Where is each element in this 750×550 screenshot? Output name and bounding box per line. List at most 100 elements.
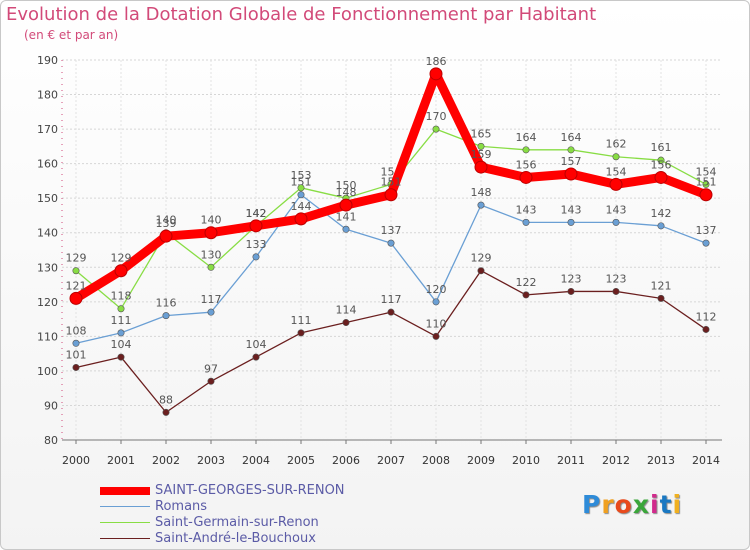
data-point <box>342 319 350 327</box>
data-label: 133 <box>246 238 267 251</box>
data-point <box>432 125 440 133</box>
x-tick-label: 2003 <box>197 454 225 467</box>
x-tick-label: 2014 <box>692 454 720 467</box>
data-label: 123 <box>606 272 627 285</box>
data-label: 137 <box>381 224 402 237</box>
y-tick-label: 130 <box>37 261 58 274</box>
data-point <box>567 218 575 226</box>
data-label: 122 <box>516 276 537 289</box>
data-label: 101 <box>66 348 87 361</box>
data-point <box>522 218 530 226</box>
data-label: 159 <box>471 148 492 161</box>
data-label: 142 <box>246 207 267 220</box>
data-point <box>702 239 710 247</box>
data-point <box>702 325 710 333</box>
data-point <box>249 219 263 233</box>
data-point <box>657 222 665 230</box>
data-label: 108 <box>66 324 87 337</box>
data-point <box>477 142 485 150</box>
data-point <box>69 291 83 305</box>
x-tick-label: 2001 <box>107 454 135 467</box>
data-point <box>72 339 80 347</box>
data-label: 130 <box>201 248 222 261</box>
y-tick-label: 140 <box>37 227 58 240</box>
data-point <box>342 225 350 233</box>
data-label: 97 <box>204 362 218 375</box>
data-label: 111 <box>291 314 312 327</box>
x-tick-label: 2007 <box>377 454 405 467</box>
data-label: 114 <box>336 304 357 317</box>
legend-swatch-romans <box>100 506 150 507</box>
data-point <box>477 267 485 275</box>
y-tick-label: 100 <box>37 365 58 378</box>
data-label: 141 <box>336 210 357 223</box>
logo-letter: i <box>650 490 660 519</box>
x-tick-label: 2011 <box>557 454 585 467</box>
x-tick-label: 2000 <box>62 454 90 467</box>
logo-letter: x <box>632 490 650 519</box>
data-point <box>117 353 125 361</box>
y-tick-label: 120 <box>37 296 58 309</box>
legend-label-saint-germain: Saint-Germain-sur-Renon <box>155 515 319 530</box>
data-point <box>657 294 665 302</box>
data-label: 117 <box>201 293 222 306</box>
data-point <box>432 332 440 340</box>
legend-label-saint-georges: SAINT-GEORGES-SUR-RENON <box>155 483 345 498</box>
data-point <box>72 363 80 371</box>
data-label: 120 <box>426 283 447 296</box>
data-label: 116 <box>156 297 177 310</box>
data-point <box>657 156 665 164</box>
x-tick-label: 2010 <box>512 454 540 467</box>
data-label: 154 <box>606 165 627 178</box>
y-tick-label: 150 <box>37 192 58 205</box>
data-point <box>294 212 308 226</box>
data-point <box>162 408 170 416</box>
data-label: 186 <box>426 55 447 68</box>
data-label: 112 <box>696 310 717 323</box>
data-label: 143 <box>561 203 582 216</box>
data-point <box>429 67 443 81</box>
data-label: 142 <box>651 207 672 220</box>
data-label: 117 <box>381 293 402 306</box>
data-point <box>252 253 260 261</box>
data-point <box>207 377 215 385</box>
y-tick-label: 170 <box>37 123 58 136</box>
data-label: 153 <box>291 169 312 182</box>
data-point <box>522 146 530 154</box>
data-point <box>567 146 575 154</box>
data-point <box>522 291 530 299</box>
data-label: 140 <box>156 214 177 227</box>
data-point <box>387 308 395 316</box>
y-tick-label: 80 <box>44 434 58 447</box>
data-point <box>519 170 533 184</box>
data-label: 143 <box>606 203 627 216</box>
data-label: 139 <box>156 217 177 230</box>
data-point <box>207 308 215 316</box>
data-label: 142 <box>246 207 267 220</box>
data-label: 151 <box>381 176 402 189</box>
data-point <box>207 263 215 271</box>
data-point <box>387 239 395 247</box>
data-point <box>612 218 620 226</box>
x-tick-label: 2004 <box>242 454 270 467</box>
data-point <box>702 180 710 188</box>
data-point <box>612 287 620 295</box>
data-label: 148 <box>471 186 492 199</box>
logo-letter: r <box>601 490 615 519</box>
data-label: 161 <box>651 141 672 154</box>
data-label: 104 <box>246 338 267 351</box>
data-label: 150 <box>336 179 357 192</box>
data-point <box>384 188 398 202</box>
data-label: 129 <box>471 252 492 265</box>
logo-letter: o <box>614 490 633 519</box>
x-tick-label: 2008 <box>422 454 450 467</box>
data-point <box>339 198 353 212</box>
data-label: 121 <box>66 279 87 292</box>
data-point <box>114 264 128 278</box>
data-point <box>612 153 620 161</box>
data-label: 162 <box>606 138 627 151</box>
y-tick-label: 180 <box>37 89 58 102</box>
x-tick-label: 2013 <box>647 454 675 467</box>
x-tick-label: 2006 <box>332 454 360 467</box>
data-point <box>297 191 305 199</box>
